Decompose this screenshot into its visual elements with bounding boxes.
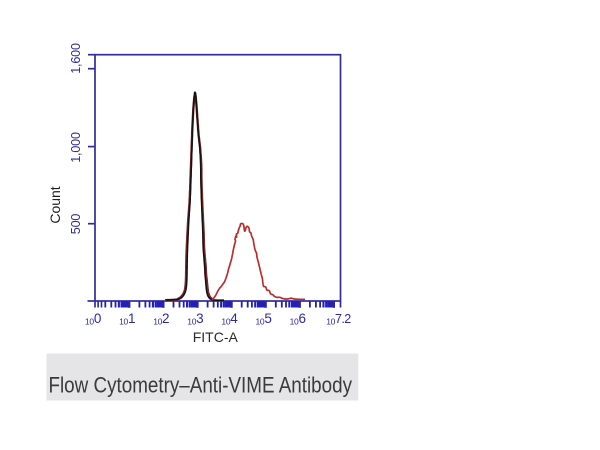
svg-text:107.2: 107.2 [326, 312, 351, 327]
svg-text:Count: Count [47, 186, 63, 223]
svg-text:Flow Cytometry–Anti-VIME Antib: Flow Cytometry–Anti-VIME Antibody [49, 373, 353, 398]
svg-text:1,000: 1,000 [69, 132, 83, 163]
svg-text:1,600: 1,600 [69, 43, 83, 74]
svg-text:FITC-A: FITC-A [193, 329, 239, 345]
svg-text:500: 500 [69, 214, 83, 235]
